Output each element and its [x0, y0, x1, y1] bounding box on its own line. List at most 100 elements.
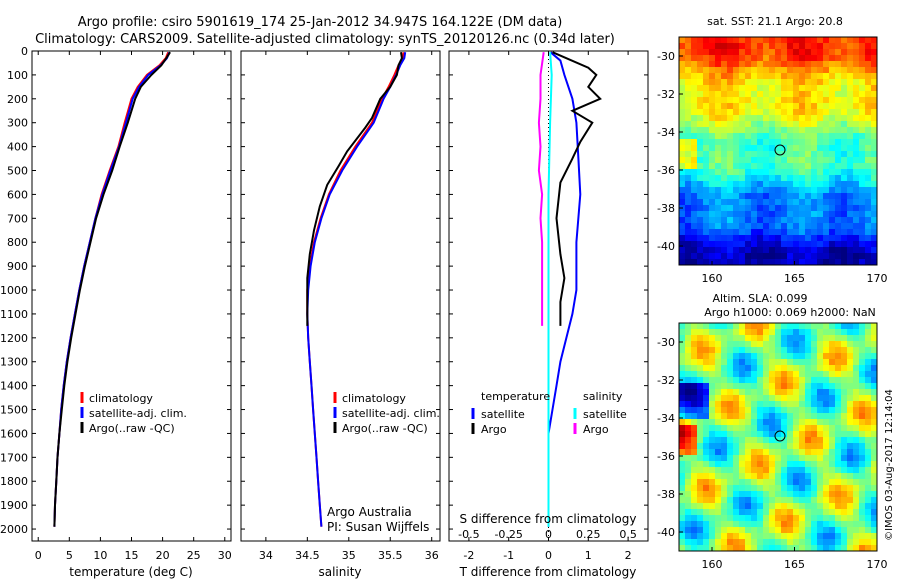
heatmap-cell — [703, 103, 710, 110]
heatmap-cell — [817, 37, 824, 44]
y-tick-label: 200 — [7, 93, 28, 106]
heatmap-cell — [721, 127, 728, 134]
heatmap-cell — [775, 395, 782, 402]
heatmap-cell — [835, 259, 842, 266]
heatmap-cell — [865, 223, 872, 230]
heatmap-cell — [781, 91, 788, 98]
heatmap-cell — [751, 109, 758, 116]
heatmap-cell — [865, 139, 872, 146]
heatmap-cell — [811, 61, 818, 68]
heatmap-cell — [829, 539, 836, 546]
heatmap-cell — [739, 539, 746, 546]
heatmap-cell — [871, 223, 878, 230]
heatmap-cell — [823, 247, 830, 254]
heatmap-cell — [745, 455, 752, 462]
heatmap-cell — [751, 145, 758, 152]
heatmap-cell — [799, 97, 806, 104]
heatmap-cell — [757, 157, 764, 164]
heatmap-cell — [787, 527, 794, 534]
heatmap-cell — [793, 413, 800, 420]
heatmap-cell — [865, 151, 872, 158]
heatmap-cell — [739, 323, 746, 330]
heatmap-cell — [727, 503, 734, 510]
heatmap-cell — [835, 461, 842, 468]
heatmap-cell — [703, 259, 710, 266]
heatmap-cell — [685, 217, 692, 224]
heatmap-cell — [775, 85, 782, 92]
heatmap-cell — [859, 223, 866, 230]
heatmap-cell — [721, 359, 728, 366]
heatmap-cell — [727, 175, 734, 182]
heatmap-cell — [811, 103, 818, 110]
heatmap-cell — [691, 323, 698, 330]
heatmap-cell — [823, 467, 830, 474]
heatmap-cell — [841, 377, 848, 384]
heatmap-cell — [703, 527, 710, 534]
heatmap-cell — [865, 323, 872, 330]
heatmap-cell — [787, 377, 794, 384]
heatmap-cell — [769, 323, 776, 330]
heatmap-cell — [727, 43, 734, 50]
heatmap-cell — [757, 377, 764, 384]
heatmap-cell — [847, 389, 854, 396]
heatmap-cell — [751, 545, 758, 552]
heatmap-cell — [865, 425, 872, 432]
heatmap-cell — [745, 229, 752, 236]
heatmap-cell — [859, 443, 866, 450]
heatmap-cell — [805, 163, 812, 170]
heatmap-cell — [787, 61, 794, 68]
heatmap-cell — [721, 515, 728, 522]
heatmap-cell — [745, 139, 752, 146]
heatmap-cell — [703, 413, 710, 420]
heatmap-cell — [703, 61, 710, 68]
heatmap-cell — [691, 437, 698, 444]
heatmap-cell — [853, 253, 860, 260]
heatmap-cell — [835, 365, 842, 372]
heatmap-cell — [811, 169, 818, 176]
heatmap-cell — [763, 97, 770, 104]
heatmap-cell — [769, 109, 776, 116]
heatmap-cell — [853, 133, 860, 140]
heatmap-cell — [685, 353, 692, 360]
heatmap-cell — [763, 127, 770, 134]
heatmap-cell — [865, 103, 872, 110]
heatmap-cell — [829, 359, 836, 366]
heatmap-cell — [781, 139, 788, 146]
heatmap-cell — [751, 181, 758, 188]
pi-note: PI: Susan Wijffels — [327, 520, 429, 534]
heatmap-cell — [679, 521, 686, 528]
heatmap-cell — [727, 79, 734, 86]
heatmap-cell — [733, 527, 740, 534]
heatmap-cell — [865, 473, 872, 480]
heatmap-cell — [757, 145, 764, 152]
heatmap-cell — [697, 503, 704, 510]
heatmap-cell — [865, 401, 872, 408]
heatmap-cell — [691, 163, 698, 170]
heatmap-cell — [709, 199, 716, 206]
heatmap-cell — [751, 401, 758, 408]
heatmap-cell — [739, 419, 746, 426]
heatmap-cell — [829, 241, 836, 248]
heatmap-cell — [799, 205, 806, 212]
heatmap-cell — [853, 205, 860, 212]
heatmap-cell — [829, 383, 836, 390]
heatmap-cell — [853, 91, 860, 98]
heatmap-cell — [823, 187, 830, 194]
heatmap-cell — [733, 401, 740, 408]
difference-panel: -2 -1 0 1 2-0.5 -0.25 0 0.25 0.5 S difference fr… — [448, 50, 649, 579]
heatmap-cell — [679, 127, 686, 134]
heatmap-cell — [697, 467, 704, 474]
heatmap-cell — [811, 247, 818, 254]
heatmap-cell — [697, 413, 704, 420]
heatmap-cell — [763, 365, 770, 372]
heatmap-cell — [823, 139, 830, 146]
heatmap-cell — [811, 419, 818, 426]
heatmap-cell — [841, 413, 848, 420]
heatmap-cell — [679, 115, 686, 122]
heatmap-cell — [751, 335, 758, 342]
heatmap-cell — [871, 229, 878, 236]
heatmap-cell — [763, 103, 770, 110]
heatmap-cell — [847, 515, 854, 522]
heatmap-cell — [817, 371, 824, 378]
heatmap-cell — [823, 235, 830, 242]
